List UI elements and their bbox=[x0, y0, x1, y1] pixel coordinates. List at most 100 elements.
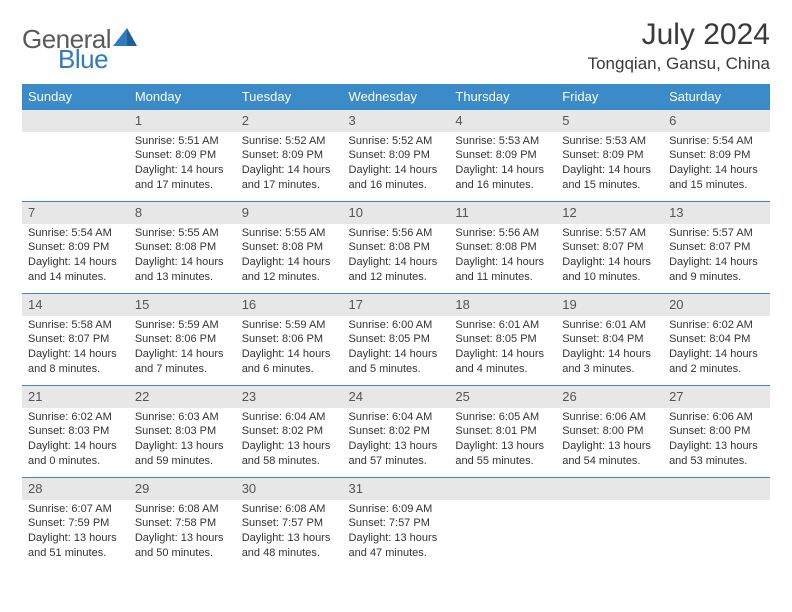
daylight-line: Daylight: 14 hours and 10 minutes. bbox=[562, 255, 657, 285]
sunset-line: Sunset: 8:09 PM bbox=[562, 148, 657, 163]
calendar-week-row: 1Sunrise: 5:51 AMSunset: 8:09 PMDaylight… bbox=[22, 110, 770, 202]
calendar-week-row: 28Sunrise: 6:07 AMSunset: 7:59 PMDayligh… bbox=[22, 478, 770, 570]
calendar-cell: 21Sunrise: 6:02 AMSunset: 8:03 PMDayligh… bbox=[22, 386, 129, 478]
calendar-cell: 11Sunrise: 5:56 AMSunset: 8:08 PMDayligh… bbox=[449, 202, 556, 294]
day-number: 22 bbox=[129, 386, 236, 408]
sunrise-line: Sunrise: 5:52 AM bbox=[242, 134, 337, 149]
weekday-header: Saturday bbox=[663, 84, 770, 110]
sunset-line: Sunset: 7:57 PM bbox=[349, 516, 444, 531]
daylight-line: Daylight: 13 hours and 57 minutes. bbox=[349, 439, 444, 469]
sunset-line: Sunset: 8:08 PM bbox=[349, 240, 444, 255]
sunset-line: Sunset: 8:06 PM bbox=[242, 332, 337, 347]
daylight-line: Daylight: 14 hours and 4 minutes. bbox=[455, 347, 550, 377]
daylight-line: Daylight: 13 hours and 59 minutes. bbox=[135, 439, 230, 469]
daylight-line: Daylight: 14 hours and 16 minutes. bbox=[455, 163, 550, 193]
sunrise-line: Sunrise: 6:02 AM bbox=[669, 318, 764, 333]
calendar-cell: 31Sunrise: 6:09 AMSunset: 7:57 PMDayligh… bbox=[343, 478, 450, 570]
calendar-cell: 5Sunrise: 5:53 AMSunset: 8:09 PMDaylight… bbox=[556, 110, 663, 202]
sunset-line: Sunset: 8:09 PM bbox=[28, 240, 123, 255]
calendar-cell: 16 Sunrise: 5:59 AMSunset: 8:06 PMDayligh… bbox=[236, 294, 343, 386]
day-details: Sunrise: 6:02 AMSunset: 8:03 PMDaylight:… bbox=[22, 408, 129, 473]
sunrise-line: Sunrise: 5:56 AM bbox=[349, 226, 444, 241]
day-details: Sunrise: 5:57 AMSunset: 8:07 PMDaylight:… bbox=[556, 224, 663, 289]
day-details: Sunrise: 6:08 AMSunset: 7:57 PMDaylight:… bbox=[236, 500, 343, 565]
day-details: Sunrise: 6:04 AMSunset: 8:02 PMDaylight:… bbox=[343, 408, 450, 473]
day-details: Sunrise: 5:51 AMSunset: 8:09 PMDaylight:… bbox=[129, 132, 236, 197]
daylight-line: Daylight: 14 hours and 11 minutes. bbox=[455, 255, 550, 285]
calendar-cell: 14Sunrise: 5:58 AMSunset: 8:07 PMDayligh… bbox=[22, 294, 129, 386]
sunset-line: Sunset: 8:07 PM bbox=[669, 240, 764, 255]
daylight-line: Daylight: 14 hours and 15 minutes. bbox=[669, 163, 764, 193]
sunrise-line: Sunrise: 6:09 AM bbox=[349, 502, 444, 517]
daylight-line: Daylight: 14 hours and 12 minutes. bbox=[242, 255, 337, 285]
day-number: 16 bbox=[236, 294, 343, 316]
brand-logo: General Blue bbox=[22, 24, 139, 55]
flag-icon bbox=[113, 26, 139, 53]
day-number: 11 bbox=[449, 202, 556, 224]
sunrise-line: Sunrise: 6:08 AM bbox=[242, 502, 337, 517]
sunset-line: Sunset: 7:57 PM bbox=[242, 516, 337, 531]
calendar-cell: 25Sunrise: 6:05 AMSunset: 8:01 PMDayligh… bbox=[449, 386, 556, 478]
sunrise-line: Sunrise: 6:04 AM bbox=[242, 410, 337, 425]
sunrise-line: Sunrise: 5:55 AM bbox=[242, 226, 337, 241]
day-details: Sunrise: 5:54 AMSunset: 8:09 PMDaylight:… bbox=[22, 224, 129, 289]
day-details: Sunrise: 6:01 AMSunset: 8:05 PMDaylight:… bbox=[449, 316, 556, 381]
daylight-line: Daylight: 14 hours and 6 minutes. bbox=[242, 347, 337, 377]
sunrise-line: Sunrise: 5:53 AM bbox=[562, 134, 657, 149]
calendar-cell: 20 Sunrise: 6:02 AMSunset: 8:04 PMDayligh… bbox=[663, 294, 770, 386]
day-details: Sunrise: 5:53 AMSunset: 8:09 PMDaylight:… bbox=[556, 132, 663, 197]
calendar-cell: 17Sunrise: 6:00 AMSunset: 8:05 PMDayligh… bbox=[343, 294, 450, 386]
weekday-header: Tuesday bbox=[236, 84, 343, 110]
sunrise-line: Sunrise: 6:01 AM bbox=[562, 318, 657, 333]
calendar-body: 1Sunrise: 5:51 AMSunset: 8:09 PMDaylight… bbox=[22, 110, 770, 570]
day-details: Sunrise: 5:55 AMSunset: 8:08 PMDaylight:… bbox=[129, 224, 236, 289]
calendar-cell: 1Sunrise: 5:51 AMSunset: 8:09 PMDaylight… bbox=[129, 110, 236, 202]
day-details: Sunrise: 5:54 AMSunset: 8:09 PMDaylight:… bbox=[663, 132, 770, 197]
daynum-bar-empty bbox=[663, 478, 770, 500]
daylight-line: Daylight: 14 hours and 2 minutes. bbox=[669, 347, 764, 377]
daylight-line: Daylight: 13 hours and 58 minutes. bbox=[242, 439, 337, 469]
calendar-cell: 28Sunrise: 6:07 AMSunset: 7:59 PMDayligh… bbox=[22, 478, 129, 570]
brand-text-2: Blue bbox=[58, 44, 108, 75]
sunrise-line: Sunrise: 6:04 AM bbox=[349, 410, 444, 425]
calendar-cell: 26Sunrise: 6:06 AMSunset: 8:00 PMDayligh… bbox=[556, 386, 663, 478]
calendar-cell: 8Sunrise: 5:55 AMSunset: 8:08 PMDaylight… bbox=[129, 202, 236, 294]
calendar-cell: 3Sunrise: 5:52 AMSunset: 8:09 PMDaylight… bbox=[343, 110, 450, 202]
day-number: 29 bbox=[129, 478, 236, 500]
day-details: Sunrise: 6:09 AMSunset: 7:57 PMDaylight:… bbox=[343, 500, 450, 565]
sunset-line: Sunset: 7:58 PM bbox=[135, 516, 230, 531]
calendar-cell bbox=[663, 478, 770, 570]
sunrise-line: Sunrise: 6:02 AM bbox=[28, 410, 123, 425]
sunrise-line: Sunrise: 5:51 AM bbox=[135, 134, 230, 149]
sunrise-line: Sunrise: 6:01 AM bbox=[455, 318, 550, 333]
daylight-line: Daylight: 13 hours and 55 minutes. bbox=[455, 439, 550, 469]
daylight-line: Daylight: 13 hours and 48 minutes. bbox=[242, 531, 337, 561]
day-details: Sunrise: 5:57 AMSunset: 8:07 PMDaylight:… bbox=[663, 224, 770, 289]
sunrise-line: Sunrise: 5:59 AM bbox=[242, 318, 337, 333]
day-details: Sunrise: 5:56 AMSunset: 8:08 PMDaylight:… bbox=[343, 224, 450, 289]
daylight-line: Daylight: 14 hours and 16 minutes. bbox=[349, 163, 444, 193]
calendar-cell: 15Sunrise: 5:59 AMSunset: 8:06 PMDayligh… bbox=[129, 294, 236, 386]
day-number: 17 bbox=[343, 294, 450, 316]
daylight-line: Daylight: 14 hours and 14 minutes. bbox=[28, 255, 123, 285]
day-number: 15 bbox=[129, 294, 236, 316]
daynum-bar-empty bbox=[449, 478, 556, 500]
calendar-cell: 2Sunrise: 5:52 AMSunset: 8:09 PMDaylight… bbox=[236, 110, 343, 202]
sunrise-line: Sunrise: 5:59 AM bbox=[135, 318, 230, 333]
daylight-line: Daylight: 14 hours and 5 minutes. bbox=[349, 347, 444, 377]
day-details: Sunrise: 6:08 AMSunset: 7:58 PMDaylight:… bbox=[129, 500, 236, 565]
daylight-line: Daylight: 14 hours and 8 minutes. bbox=[28, 347, 123, 377]
calendar-cell: 7Sunrise: 5:54 AMSunset: 8:09 PMDaylight… bbox=[22, 202, 129, 294]
day-number: 8 bbox=[129, 202, 236, 224]
calendar-week-row: 7Sunrise: 5:54 AMSunset: 8:09 PMDaylight… bbox=[22, 202, 770, 294]
sunset-line: Sunset: 8:04 PM bbox=[669, 332, 764, 347]
day-details: Sunrise: 6:00 AMSunset: 8:05 PMDaylight:… bbox=[343, 316, 450, 381]
weekday-header: Sunday bbox=[22, 84, 129, 110]
daylight-line: Daylight: 13 hours and 51 minutes. bbox=[28, 531, 123, 561]
sunrise-line: Sunrise: 5:52 AM bbox=[349, 134, 444, 149]
day-number: 20 bbox=[663, 294, 770, 316]
calendar-week-row: 21Sunrise: 6:02 AMSunset: 8:03 PMDayligh… bbox=[22, 386, 770, 478]
sunrise-line: Sunrise: 6:05 AM bbox=[455, 410, 550, 425]
daylight-line: Daylight: 14 hours and 17 minutes. bbox=[242, 163, 337, 193]
day-details: Sunrise: 5:58 AMSunset: 8:07 PMDaylight:… bbox=[22, 316, 129, 381]
